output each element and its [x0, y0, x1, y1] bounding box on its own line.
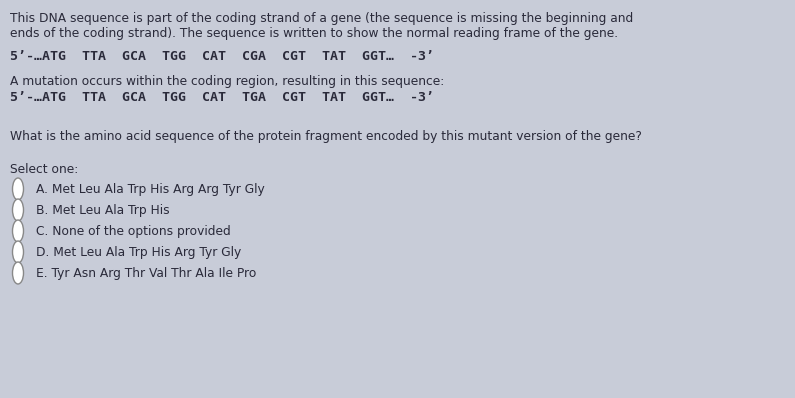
Ellipse shape [13, 199, 24, 221]
Text: 5’-…ATG  TTA  GCA  TGG  CAT  TGA  CGT  TAT  GGT…  -3’: 5’-…ATG TTA GCA TGG CAT TGA CGT TAT GGT…… [10, 91, 434, 104]
Text: C. None of the options provided: C. None of the options provided [36, 225, 231, 238]
Text: This DNA sequence is part of the coding strand of a gene (the sequence is missin: This DNA sequence is part of the coding … [10, 12, 634, 25]
Ellipse shape [13, 262, 24, 284]
Text: E. Tyr Asn Arg Thr Val Thr Ala Ile Pro: E. Tyr Asn Arg Thr Val Thr Ala Ile Pro [36, 267, 256, 280]
Text: What is the amino acid sequence of the protein fragment encoded by this mutant v: What is the amino acid sequence of the p… [10, 130, 642, 143]
Ellipse shape [13, 178, 24, 200]
Text: A. Met Leu Ala Trp His Arg Arg Tyr Gly: A. Met Leu Ala Trp His Arg Arg Tyr Gly [36, 183, 265, 196]
Ellipse shape [13, 241, 24, 263]
Text: ends of the coding strand). The sequence is written to show the normal reading f: ends of the coding strand). The sequence… [10, 27, 619, 40]
Text: D. Met Leu Ala Trp His Arg Tyr Gly: D. Met Leu Ala Trp His Arg Tyr Gly [36, 246, 241, 259]
Text: 5’-…ATG  TTA  GCA  TGG  CAT  CGA  CGT  TAT  GGT…  -3’: 5’-…ATG TTA GCA TGG CAT CGA CGT TAT GGT…… [10, 50, 434, 63]
Ellipse shape [13, 220, 24, 242]
Text: A mutation occurs within the coding region, resulting in this sequence:: A mutation occurs within the coding regi… [10, 75, 444, 88]
Text: Select one:: Select one: [10, 163, 78, 176]
Text: B. Met Leu Ala Trp His: B. Met Leu Ala Trp His [36, 204, 169, 217]
